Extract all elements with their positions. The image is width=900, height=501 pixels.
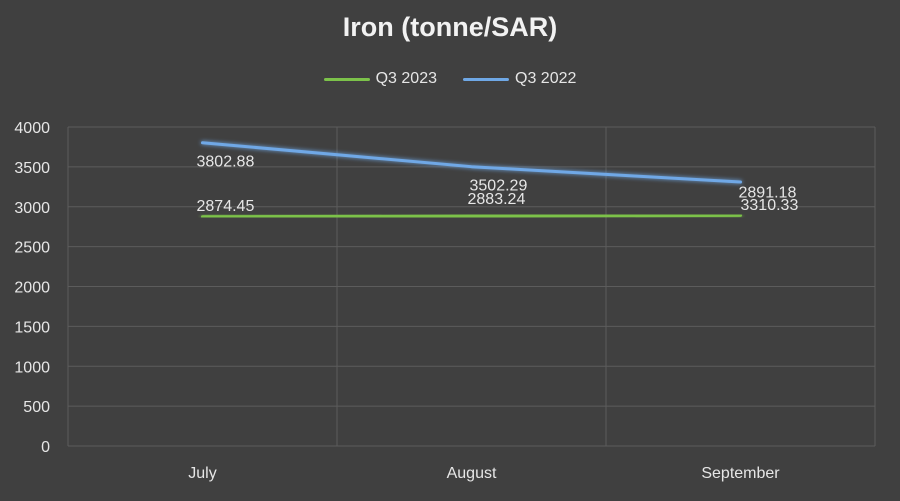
- legend-swatch-q3-2022: [463, 77, 509, 81]
- legend-label-q3-2022: Q3 2022: [515, 70, 577, 87]
- data-label-q3-2023-july: 2874.45: [197, 198, 255, 215]
- y-tick-label-500: 500: [23, 399, 50, 416]
- series-line-q3-2022[interactable]: [201, 141, 742, 184]
- y-tick-label-3000: 3000: [14, 200, 50, 217]
- y-tick-label-3500: 3500: [14, 160, 50, 177]
- y-tick-label-2000: 2000: [14, 280, 50, 297]
- legend-item-q3-2022[interactable]: Q3 2022: [463, 70, 576, 88]
- data-label-q3-2022-august: 3502.29: [470, 178, 528, 195]
- y-tick-label-4000: 4000: [14, 120, 50, 137]
- legend-label-q3-2023: Q3 2023: [375, 70, 437, 87]
- legend: Q3 2023 Q3 2022: [0, 70, 900, 88]
- legend-swatch-q3-2023: [323, 77, 370, 81]
- y-tick-label-0: 0: [41, 439, 50, 456]
- data-label-q3-2022-july: 3802.88: [197, 154, 255, 171]
- data-label-q3-2022-september: 3310.33: [741, 197, 799, 214]
- y-tick-label-2500: 2500: [14, 240, 50, 257]
- series-line-q3-2023[interactable]: [201, 213, 742, 219]
- y-tick-label-1500: 1500: [14, 319, 50, 336]
- x-tick-label-august: August: [447, 465, 497, 482]
- x-tick-label-july: July: [188, 465, 216, 482]
- chart-title: Iron (tonne/SAR): [342, 12, 558, 42]
- legend-item-q3-2023[interactable]: Q3 2023: [323, 70, 437, 88]
- x-tick-label-september: September: [701, 465, 780, 482]
- y-tick-label-1000: 1000: [14, 359, 50, 376]
- data-label-q3-2023-august: 2883.24: [468, 191, 526, 208]
- data-label-q3-2023-september: 2891.18: [739, 184, 797, 201]
